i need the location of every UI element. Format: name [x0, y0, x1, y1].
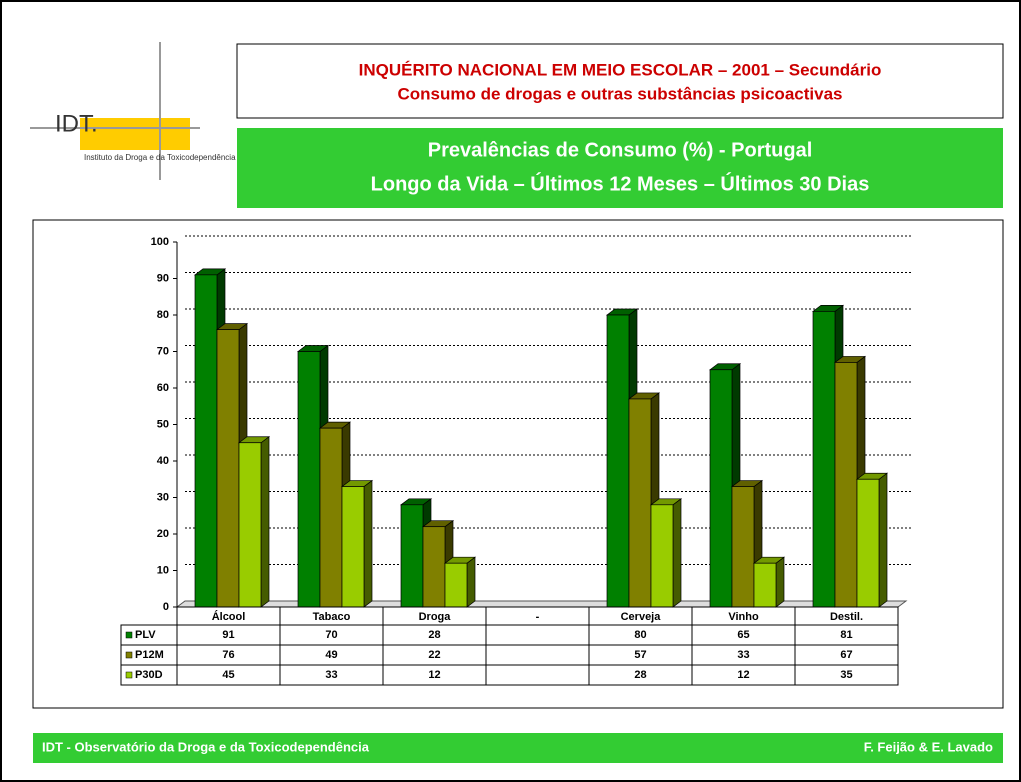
y-tick-label: 100 [151, 236, 169, 248]
table-value: 67 [840, 649, 852, 661]
bar-side [260, 436, 270, 608]
y-tick-label: 80 [157, 309, 169, 321]
legend-swatch [125, 631, 133, 639]
y-tick-label: 10 [157, 564, 169, 576]
bar [753, 562, 777, 608]
logo-caption: Instituto da Droga e da Toxicodependênci… [84, 153, 236, 162]
y-tick-label: 20 [157, 528, 169, 540]
bar [400, 504, 424, 608]
table-value: 80 [634, 629, 646, 641]
subtitle: Longo da Vida – Últimos 12 Meses – Últim… [371, 171, 870, 195]
title-box [236, 43, 1004, 119]
bar-side [363, 479, 373, 608]
footer-right: F. Feijão & E. Lavado [864, 739, 993, 754]
bar [319, 427, 343, 608]
table-value: 91 [222, 629, 234, 641]
legend-label: P12M [135, 649, 164, 661]
bar-side [878, 472, 888, 608]
y-tick-label: 0 [163, 601, 169, 613]
title: Consumo de drogas e outras substâncias p… [398, 84, 843, 103]
bar [731, 486, 755, 608]
bar [709, 369, 733, 608]
legend-label: PLV [135, 629, 156, 641]
bar [194, 274, 218, 608]
table-value: 49 [325, 649, 337, 661]
footer-left: IDT - Observatório da Droga e da Toxicod… [42, 739, 370, 754]
table-value: 33 [737, 649, 749, 661]
x-tick-label: Droga [419, 611, 452, 623]
title: INQUÉRITO NACIONAL EM MEIO ESCOLAR – 200… [359, 60, 882, 79]
y-tick-label: 70 [157, 345, 169, 357]
table-value: 28 [634, 669, 646, 681]
bar [834, 362, 858, 608]
chart: 0 10 20 30 40 50 60 70 80 90 100 Álcool Tabaco Droga -… [120, 235, 911, 686]
bar-side [775, 556, 785, 608]
bar [216, 329, 240, 608]
table-value: 57 [634, 649, 646, 661]
table-value: 12 [428, 669, 440, 681]
bar [238, 442, 262, 608]
bar [341, 486, 365, 608]
table-value: 28 [428, 629, 440, 641]
x-tick-label: - [536, 611, 540, 623]
x-tick-label: Cerveja [621, 611, 662, 623]
footer-bar [33, 733, 1003, 763]
x-tick-label: Álcool [212, 610, 246, 623]
subtitle: Prevalências de Consumo (%) - Portugal [428, 139, 813, 161]
table-value: 22 [428, 649, 440, 661]
legend-label: P30D [135, 669, 163, 681]
bar-side [672, 498, 682, 608]
table-value: 45 [222, 669, 234, 681]
table-value: 81 [840, 629, 852, 641]
bar [444, 562, 468, 608]
logo-name: IDT. [55, 110, 98, 137]
x-tick-label: Tabaco [313, 611, 351, 623]
x-tick-label: Destil. [830, 611, 863, 623]
floor [175, 600, 908, 608]
table-value: 33 [325, 669, 337, 681]
bar-side [466, 556, 476, 608]
y-tick-label: 60 [157, 382, 169, 394]
y-tick-label: 40 [157, 455, 169, 467]
subtitle-banner [237, 128, 1003, 208]
table-value: 65 [737, 629, 749, 641]
logo-block [80, 118, 190, 150]
bar [606, 314, 630, 608]
table-value: 35 [840, 669, 852, 681]
table-value: 76 [222, 649, 234, 661]
bar [856, 478, 880, 608]
y-tick-label: 30 [157, 491, 169, 503]
legend-swatch [125, 671, 133, 679]
bar [628, 398, 652, 608]
bar [812, 311, 836, 608]
x-tick-label: Vinho [728, 611, 759, 623]
y-tick-label: 50 [157, 418, 169, 430]
bar [422, 526, 446, 608]
table-value: 12 [737, 669, 749, 681]
y-tick-label: 90 [157, 272, 169, 284]
bar [650, 504, 674, 608]
legend-swatch [125, 651, 133, 659]
table-value: 70 [325, 629, 337, 641]
bar [297, 351, 321, 608]
